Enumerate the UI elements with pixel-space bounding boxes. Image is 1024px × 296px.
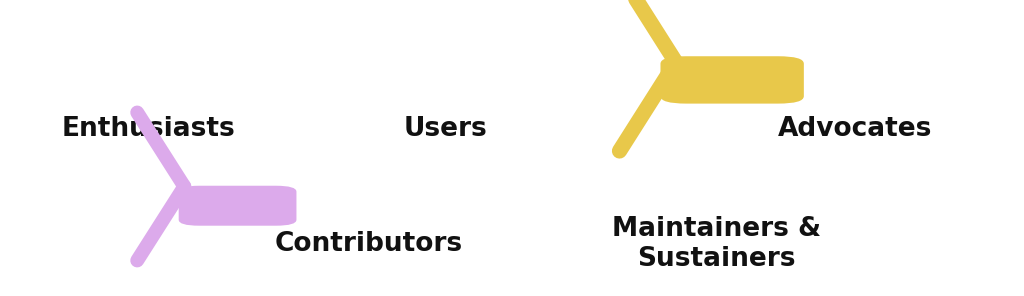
Text: Contributors: Contributors: [274, 231, 463, 257]
Text: Enthusiasts: Enthusiasts: [61, 116, 236, 142]
Text: Advocates: Advocates: [778, 116, 932, 142]
Text: Users: Users: [403, 116, 487, 142]
FancyBboxPatch shape: [179, 186, 297, 226]
Text: Maintainers &
Sustainers: Maintainers & Sustainers: [612, 216, 821, 272]
FancyBboxPatch shape: [660, 56, 804, 104]
